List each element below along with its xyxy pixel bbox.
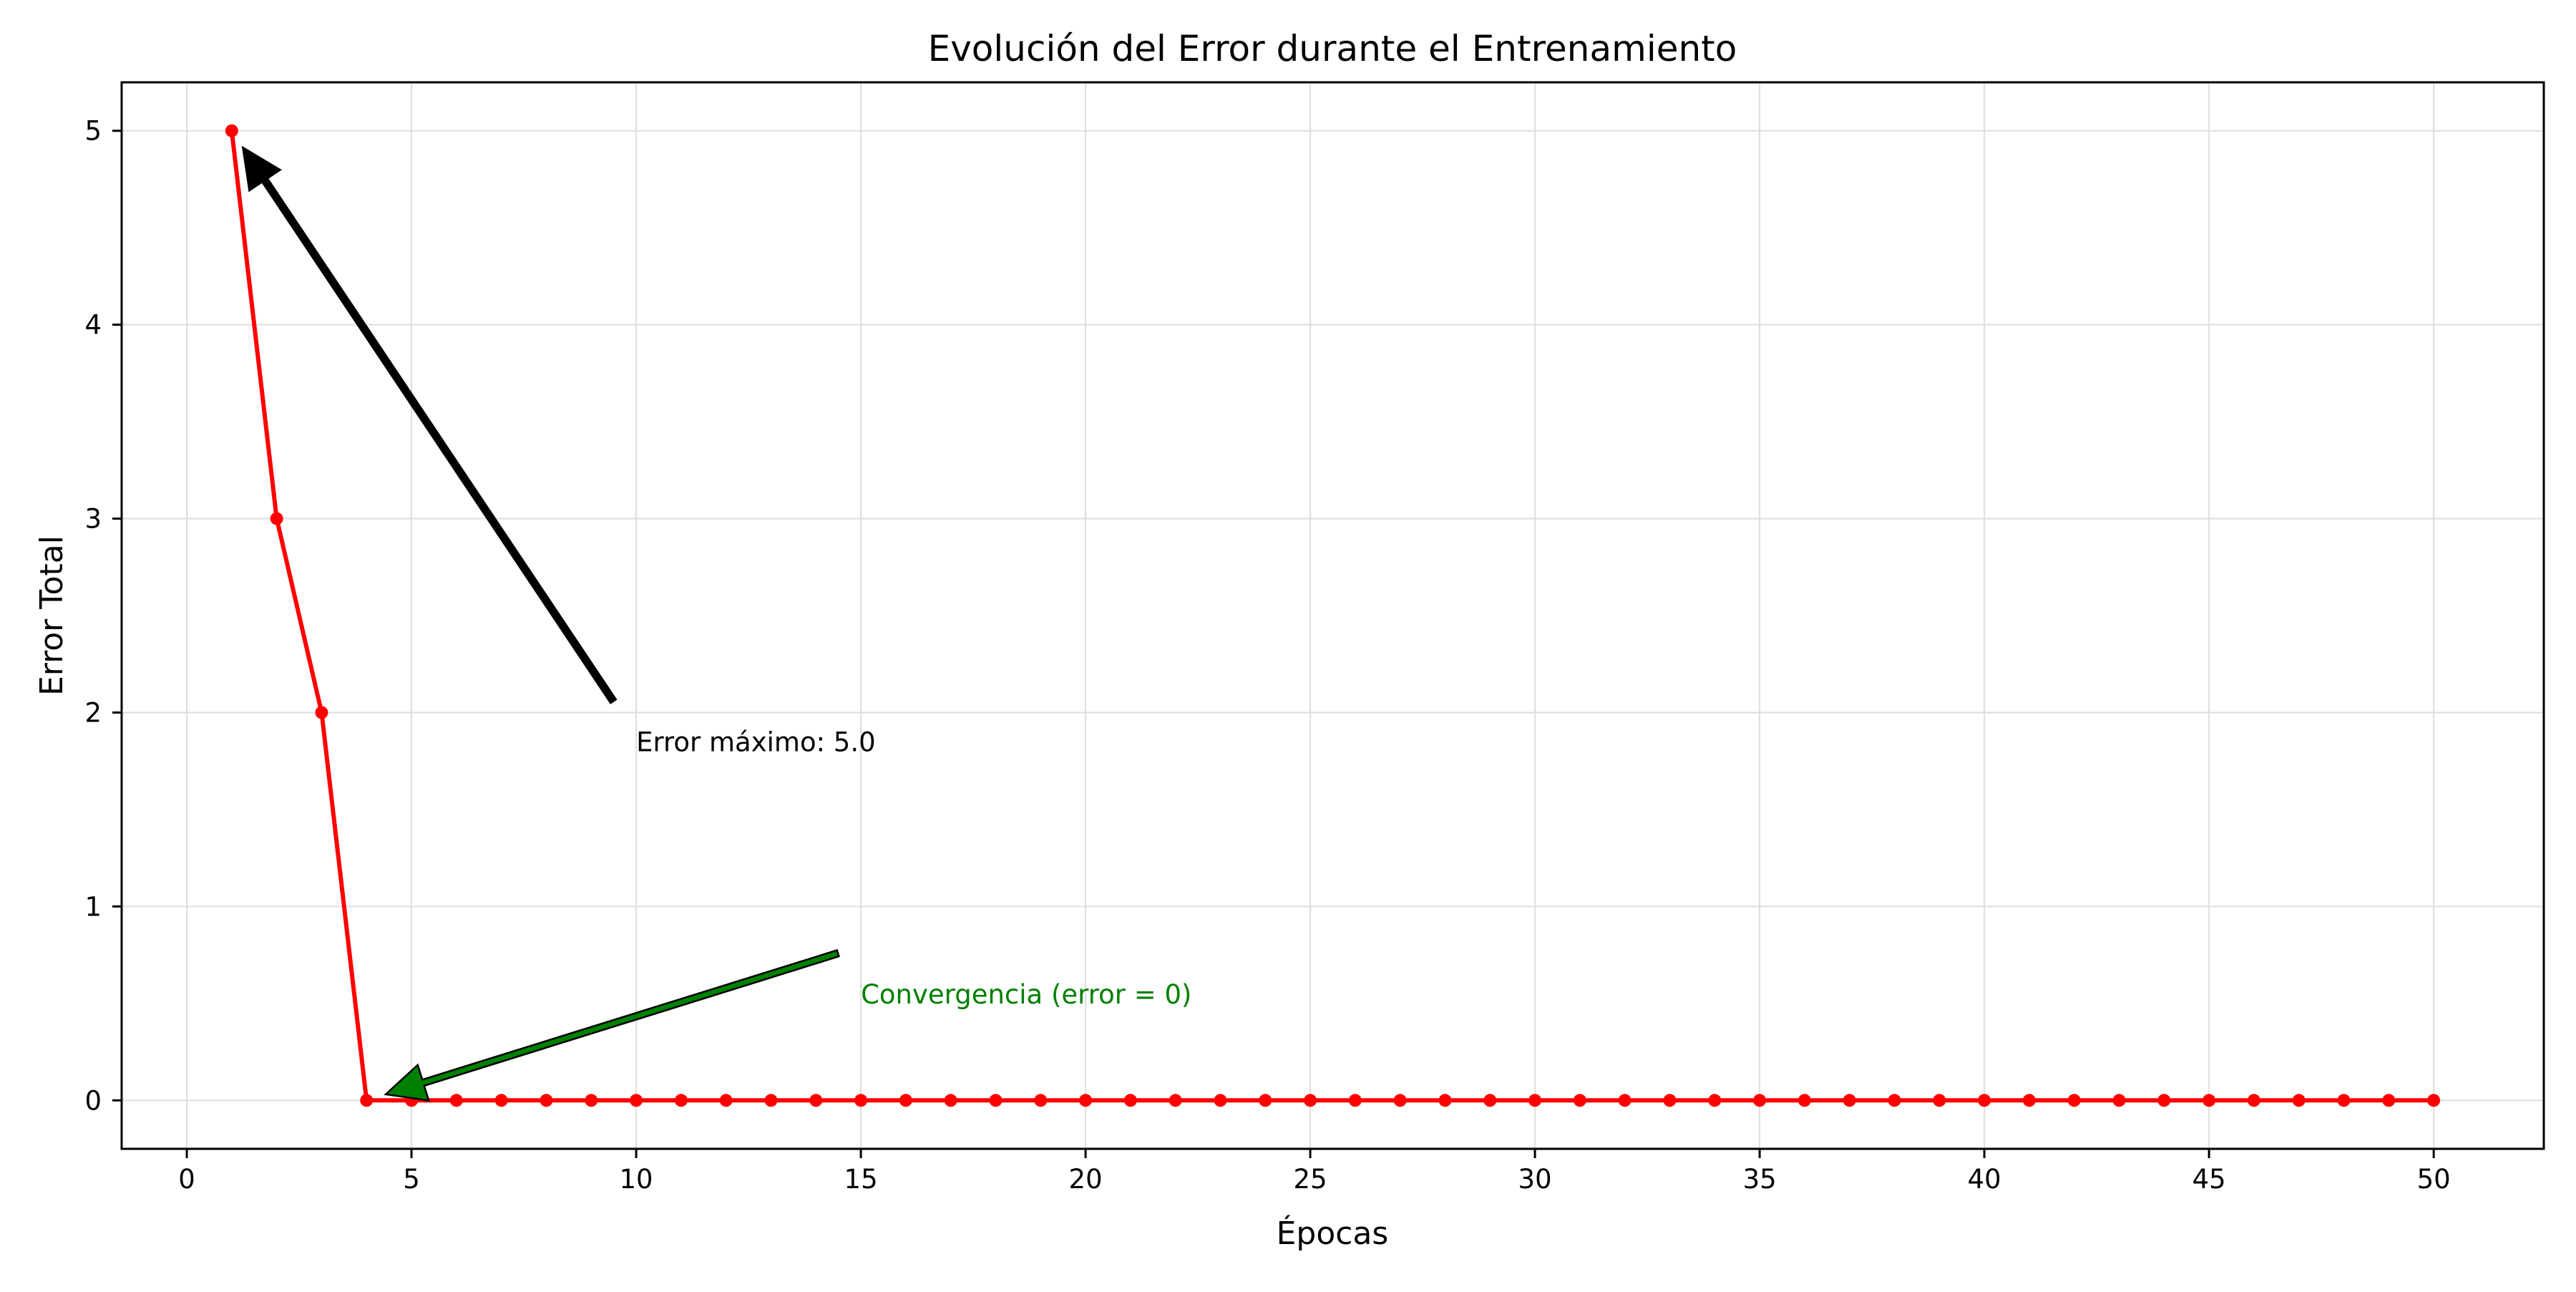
data-point [494,1094,508,1107]
data-point [899,1094,912,1107]
y-tick-label: 2 [84,697,102,728]
data-point [1618,1094,1631,1107]
x-tick-label: 20 [1069,1164,1103,1195]
y-tick-label: 1 [84,891,102,922]
data-point [1978,1094,1991,1107]
data-point [585,1094,598,1107]
data-point [2292,1094,2306,1107]
data-point [1259,1094,1272,1107]
data-point [854,1094,868,1107]
y-tick-label: 3 [84,504,102,535]
y-tick-label: 0 [84,1085,102,1116]
data-point [1169,1094,1182,1107]
data-point [2157,1094,2171,1107]
data-point [1304,1094,1317,1107]
data-point [1348,1094,1362,1107]
x-axis-label: Épocas [1277,1214,1389,1252]
data-point [360,1094,374,1107]
convergence-annotation: Convergencia (error = 0) [861,979,1191,1010]
convergence-arrow [384,948,840,1102]
x-tick-label: 35 [1743,1164,1777,1195]
x-tick-label: 40 [1968,1164,2001,1195]
data-point [1888,1094,1901,1107]
data-point [1753,1094,1767,1107]
data-point [1663,1094,1677,1107]
max-error-annotation: Error máximo: 5.0 [636,727,876,758]
data-point [2202,1094,2216,1107]
data-point [1214,1094,1227,1107]
data-point [1528,1094,1542,1107]
data-point [989,1094,1002,1107]
chart-title: Evolución del Error durante el Entrenami… [928,28,1737,69]
data-point [1034,1094,1048,1107]
data-point [2247,1094,2260,1107]
data-point [944,1094,957,1107]
series-line [229,130,2434,1103]
data-point [2427,1094,2441,1107]
plot-frame [120,81,2545,1150]
data-point [674,1094,688,1107]
y-tick-label: 5 [84,116,102,147]
x-tick-label: 25 [1294,1164,1327,1195]
data-point [449,1094,463,1107]
x-tick-label: 45 [2192,1164,2226,1195]
x-tick-label: 5 [403,1164,420,1195]
data-point [270,512,283,525]
x-tick-label: 30 [1518,1164,1552,1195]
data-point [1708,1094,1722,1107]
x-tick-label: 50 [2417,1164,2451,1195]
data-point [764,1094,778,1107]
data-point [1483,1094,1497,1107]
x-tick-label: 10 [620,1164,653,1195]
annotations: Error máximo: 5.0 Convergencia (error = 0… [241,145,1192,1102]
data-point [540,1094,553,1107]
data-point [1797,1094,1811,1107]
x-tick-label: 0 [178,1164,195,1195]
max-error-arrow [241,145,618,704]
series-layer [225,124,2441,1107]
data-point [809,1094,823,1107]
y-tick-label: 4 [84,310,102,341]
data-point [719,1094,733,1107]
data-point [630,1094,643,1107]
x-tick-label: 15 [844,1164,878,1195]
data-point [2337,1094,2351,1107]
grid [122,82,2544,1149]
data-point [1079,1094,1093,1107]
data-point [2022,1094,2036,1107]
data-point [2067,1094,2081,1107]
y-axis-label: Error Total [34,535,70,696]
data-point [1393,1094,1407,1107]
data-point [225,124,238,137]
data-point [1933,1094,1946,1107]
data-point [1123,1094,1137,1107]
data-point [2112,1094,2126,1107]
data-point [2382,1094,2396,1107]
data-point [1573,1094,1586,1107]
data-point [315,706,328,719]
data-point [1843,1094,1856,1107]
data-point [1438,1094,1452,1107]
